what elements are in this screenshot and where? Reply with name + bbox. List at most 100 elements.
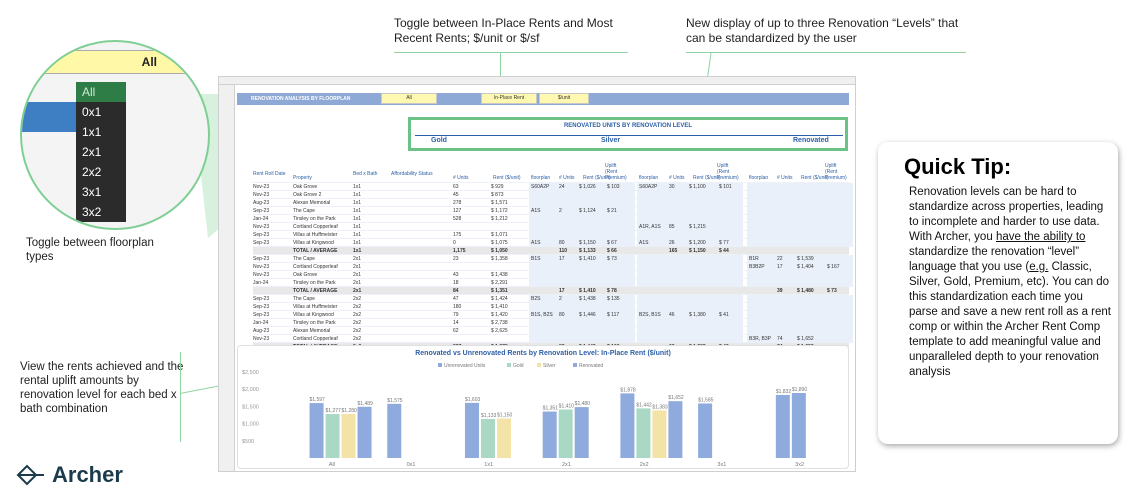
level-column-band — [747, 183, 853, 191]
legend-swatch — [438, 363, 442, 367]
cell-prop: Alexan Memorial — [293, 328, 331, 334]
cell-prop: The Cape — [293, 256, 315, 262]
level-column-band — [747, 311, 853, 319]
level-column-band — [637, 215, 743, 223]
bar-data-label: $1,351 — [543, 406, 559, 412]
level-column-band — [529, 255, 635, 263]
column-header-bar — [219, 77, 855, 85]
cell-rent: $ 2,625 — [491, 328, 508, 334]
floorplan-option-2x1[interactable]: 2x1 — [82, 145, 102, 159]
floorplan-dropdown[interactable]: All 0x1 1x1 2x1 2x2 3x1 3x2 — [76, 82, 126, 222]
archer-logo: Archer — [16, 460, 123, 490]
cell-bb: 1x1 — [353, 232, 362, 238]
table-header-row: Rent Roll Date Property Bed x Bath Affor… — [253, 161, 849, 183]
floorplan-option-1x1[interactable]: 1x1 — [82, 125, 102, 139]
cell-silver-units: 165 — [669, 248, 678, 254]
row-header-bar — [219, 85, 235, 471]
cell-units: 14 — [453, 320, 459, 326]
chart-bar — [652, 410, 667, 458]
chart-bar — [480, 419, 495, 458]
cell-prop: Oak Grove — [293, 272, 318, 278]
tip-text-underlined-2: e.g. — [1029, 261, 1049, 273]
level-column-band — [747, 271, 853, 279]
cell-date: Sep-23 — [253, 304, 270, 310]
header-reno-units: # Units — [777, 175, 793, 181]
cell-units: 127 — [453, 208, 462, 214]
floorplan-option-2x2[interactable]: 2x2 — [82, 165, 102, 179]
level-column-band — [529, 327, 635, 335]
cell-gold-units: 110 — [559, 248, 568, 254]
x-category-label: 3x2 — [795, 462, 804, 468]
cell-gold-units: 80 — [559, 240, 565, 246]
annotation-toggle-floorplan: Toggle between floorplan types — [26, 237, 154, 263]
cell-date: Sep-23 — [253, 312, 270, 318]
level-column-band — [529, 295, 635, 303]
cell-date: Nov-23 — [253, 192, 270, 198]
floorplan-option-0x1[interactable]: 0x1 — [82, 105, 102, 119]
chart-bar — [309, 403, 324, 458]
rent-unit-toggle[interactable]: $/unit — [539, 93, 589, 104]
cell-prop: The Cape — [293, 296, 315, 302]
header-silver-floorplan: floorplan — [639, 175, 659, 181]
header-reno-rent: Rent ($/unit) — [801, 175, 829, 181]
level-column-band — [637, 327, 743, 335]
cell-rent: $ 1,212 — [491, 216, 508, 222]
legend-swatch — [507, 363, 511, 367]
cell-rent: $ 1,172 — [491, 208, 508, 214]
level-column-band — [637, 255, 743, 263]
cell-prop: Cortland Copperleaf — [293, 336, 338, 342]
cell-gold-units: 17 — [559, 288, 565, 294]
chart-bar — [775, 394, 790, 458]
cell-date: Sep-23 — [253, 296, 270, 302]
cell-date: Nov-23 — [253, 336, 270, 342]
x-category-label: 2x2 — [640, 462, 649, 468]
cell-gold-up: $ 67 — [607, 240, 617, 246]
header-gold-uplift: Uplift (Rent Premium) — [605, 163, 627, 181]
cell-date: Jan-24 — [253, 216, 269, 222]
floorplan-option-3x2[interactable]: 3x2 — [82, 205, 102, 219]
legend-label: Gold — [513, 363, 524, 369]
header-silver-uplift: Uplift (Rent Premium) — [717, 163, 739, 181]
cell-bb: 1x1 — [353, 200, 362, 206]
bar-data-label: $1,652 — [668, 395, 684, 401]
cell-rent: $ 873 — [491, 192, 504, 198]
cell-date: Sep-23 — [253, 240, 270, 246]
cell-silver-up: $ 101 — [719, 184, 732, 190]
cell-reno-rent: $ 1,404 — [797, 264, 814, 270]
cell-reno-fp: B3B2P — [749, 264, 765, 270]
header-units: # Units — [453, 175, 469, 181]
level-column-band — [529, 271, 635, 279]
cell-prop: TOTAL / AVERAGE — [293, 248, 338, 254]
bar-data-label: $1,878 — [620, 387, 636, 393]
level-column-band — [529, 335, 635, 343]
cell-gold-up: $ 103 — [607, 184, 620, 190]
cell-rent: $ 1,050 — [491, 248, 508, 254]
callout-underline — [394, 52, 628, 53]
renovation-rent-chart: Renovated vs Unrenovated Rents by Renova… — [237, 345, 849, 469]
cell-reno-rent: $ 1,539 — [797, 256, 814, 262]
table-row: Aug-23 Alexan Memorial 1x1 278 $ 1,571 — [253, 199, 853, 207]
cell-bb: 2x1 — [353, 272, 362, 278]
floorplan-filter-dropdown[interactable]: All — [381, 93, 437, 104]
level-column-band — [637, 335, 743, 343]
cell-gold-up: $ 135 — [607, 296, 620, 302]
cell-silver-units: 26 — [669, 240, 675, 246]
floorplan-filter-cell[interactable]: All — [22, 50, 208, 74]
cell-silver-units: 46 — [669, 312, 675, 318]
floorplan-option-3x1[interactable]: 3x1 — [82, 185, 102, 199]
header-reno-floorplan: floorplan — [749, 175, 769, 181]
floorplan-option-all[interactable]: All — [76, 82, 126, 102]
rent-type-toggle[interactable]: In-Place Rent — [481, 93, 537, 104]
header-bed-bath: Bed x Bath — [353, 171, 378, 177]
cell-reno-rent: $ 1,652 — [797, 336, 814, 342]
bar-data-label: $1,890 — [792, 387, 808, 393]
level-column-band — [529, 183, 635, 191]
header-reno-uplift: Uplift (Rent Premium) — [825, 163, 847, 181]
cell-bb: 1x1 — [353, 224, 362, 230]
bar-data-label: $1,603 — [465, 397, 481, 403]
level-column-band — [747, 295, 853, 303]
bar-data-label: $1,585 — [698, 397, 714, 403]
header-silver-units: # Units — [669, 175, 685, 181]
cell-date: Sep-23 — [253, 256, 270, 262]
bar-data-label: $1,133 — [481, 413, 497, 419]
